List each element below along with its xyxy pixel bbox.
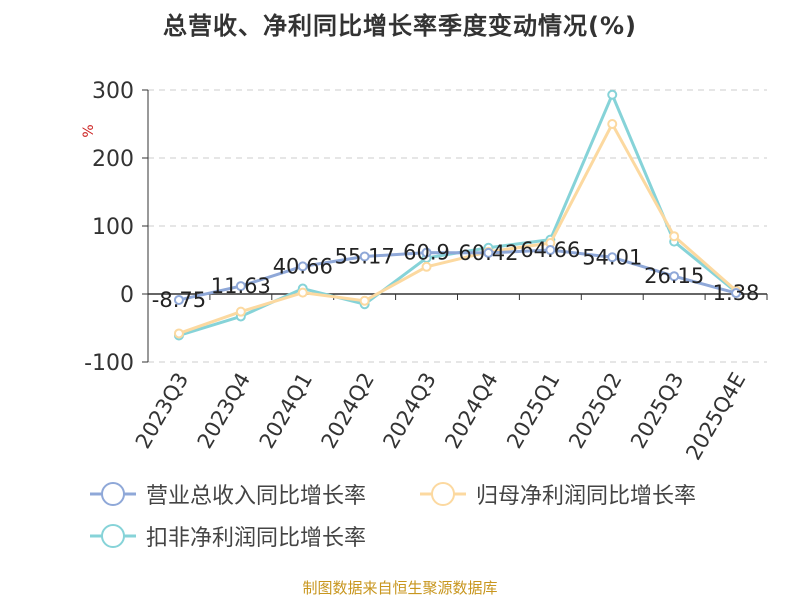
x-tick-label: 2025Q1 [502, 369, 564, 453]
x-tick-label: 2024Q2 [317, 369, 379, 453]
legend-item[interactable]: 归母净利润同比增长率 [418, 478, 696, 510]
x-tick-label: 2025Q4E [681, 369, 750, 465]
y-tick-label: 0 [120, 283, 134, 308]
source-note: 制图数据来自恒生聚源数据库 [302, 579, 498, 597]
data-point [173, 294, 184, 305]
data-point [359, 295, 370, 306]
data-point [669, 231, 680, 242]
data-point [235, 281, 246, 292]
data-point [731, 288, 742, 299]
data-point [235, 306, 246, 317]
legend-item[interactable]: 营业总收入同比增长率 [88, 478, 366, 510]
data-point [297, 261, 308, 272]
data-label: 64.66 [520, 238, 580, 262]
data-point [607, 89, 618, 100]
data-point [421, 247, 432, 258]
legend-swatch-icon [420, 482, 466, 506]
legend-label: 营业总收入同比增长率 [146, 484, 367, 509]
x-tick-label: 2024Q3 [378, 369, 440, 453]
data-point [421, 261, 432, 272]
grid-lines [148, 89, 767, 363]
x-tick-label: 2023Q4 [193, 369, 255, 453]
data-point [607, 252, 618, 263]
y-axis-label: % [81, 124, 97, 137]
y-tick-label: 200 [92, 147, 134, 172]
y-tick-label: -100 [84, 351, 134, 376]
series-line [178, 122, 738, 335]
legend-label: 归母净利润同比增长率 [476, 484, 697, 509]
data-label: -8.75 [152, 288, 206, 312]
legend-swatch-icon [90, 482, 136, 506]
x-tick-label: 2024Q4 [440, 369, 502, 453]
data-point [545, 245, 556, 256]
x-tick-label: 2025Q3 [626, 369, 688, 453]
x-tick-label: 2025Q2 [564, 369, 626, 453]
data-point [607, 119, 618, 129]
data-point [483, 247, 494, 258]
y-tick-label: 100 [92, 215, 134, 240]
series-line [178, 248, 737, 302]
chart-title: 总营收、净利同比增长率季度变动情况(%) [163, 12, 637, 40]
legend-item[interactable]: 扣非净利润同比增长率 [88, 520, 366, 552]
legend-swatch-icon [90, 524, 136, 548]
data-label: 26.15 [644, 264, 704, 288]
data-label: 55.17 [335, 244, 395, 268]
series-lines [173, 89, 742, 341]
data-point [297, 287, 308, 298]
data-label: 1.38 [713, 281, 760, 305]
data-point [359, 251, 370, 262]
x-tick-label: 2024Q1 [255, 369, 317, 453]
data-label: 60.42 [458, 241, 518, 265]
data-label: 60.9 [403, 241, 450, 265]
legend-label: 扣非净利润同比增长率 [146, 526, 367, 551]
data-label: 11.63 [211, 274, 271, 298]
data-label: 54.01 [582, 245, 642, 269]
x-tick-label: 2023Q3 [131, 369, 193, 453]
data-point [173, 328, 184, 339]
data-label: 40.66 [273, 254, 333, 278]
y-tick-label: 300 [92, 79, 134, 104]
data-point [669, 271, 680, 282]
